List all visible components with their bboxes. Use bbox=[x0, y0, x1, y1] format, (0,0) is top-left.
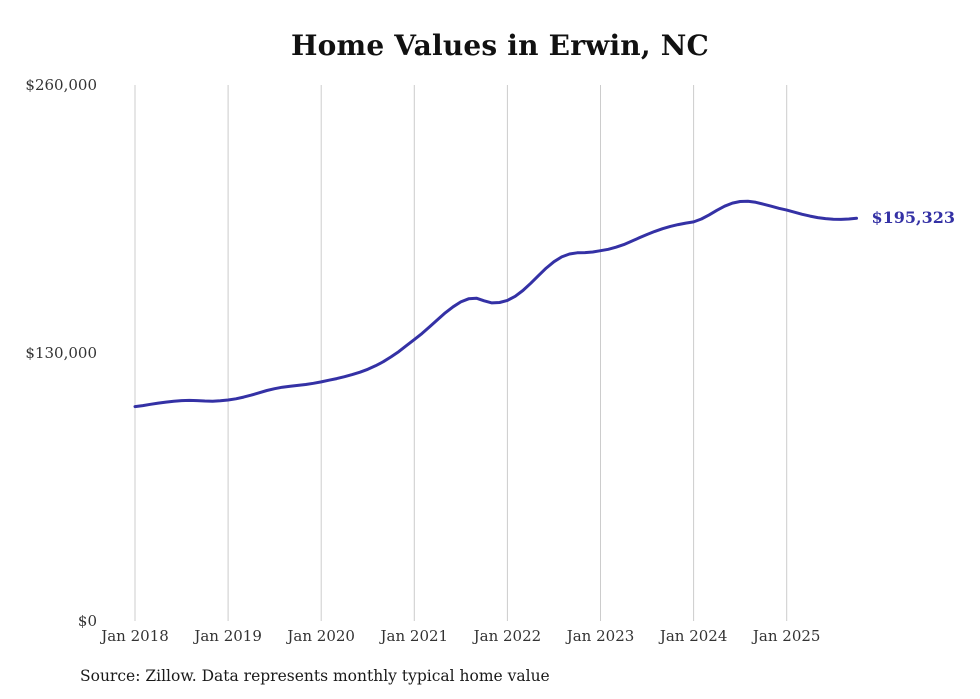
x-tick-label: Jan 2020 bbox=[287, 627, 355, 645]
y-tick-label: $260,000 bbox=[25, 76, 97, 94]
x-tick-label: Jan 2018 bbox=[101, 627, 169, 645]
x-tick-label: Jan 2023 bbox=[566, 627, 635, 645]
y-tick-label: $0 bbox=[77, 612, 97, 630]
value-line bbox=[133, 199, 858, 409]
x-tick-label: Jan 2021 bbox=[380, 627, 449, 645]
chart-title: Home Values in Erwin, NC bbox=[290, 29, 710, 62]
x-tick-label: Jan 2025 bbox=[752, 627, 821, 645]
current-value-label: $195,323 bbox=[871, 208, 956, 228]
x-tick-label: Jan 2019 bbox=[194, 627, 262, 645]
x-tick-label: Jan 2022 bbox=[473, 627, 542, 645]
y-tick-label: $130,000 bbox=[25, 344, 97, 362]
x-tick-label: Jan 2024 bbox=[659, 627, 728, 645]
source-note: Source: Zillow. Data represents monthly … bbox=[80, 667, 550, 685]
